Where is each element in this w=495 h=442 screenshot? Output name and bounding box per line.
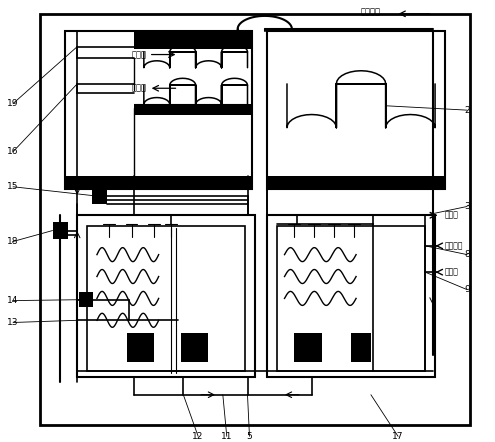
Text: 冷水出: 冷水出 <box>445 211 459 220</box>
Bar <box>52 222 68 239</box>
Bar <box>267 215 435 377</box>
Text: 13: 13 <box>7 318 19 327</box>
Text: 冷却水进: 冷却水进 <box>445 241 463 250</box>
Text: 17: 17 <box>393 432 404 441</box>
Text: 冷却水出: 冷却水出 <box>361 7 381 16</box>
Text: 15: 15 <box>7 182 19 191</box>
Text: 冷水进: 冷水进 <box>445 268 459 277</box>
Text: 16: 16 <box>7 147 19 156</box>
Bar <box>277 226 425 371</box>
Text: 9: 9 <box>464 285 470 294</box>
Text: 热水出: 热水出 <box>131 84 147 93</box>
Bar <box>134 103 252 114</box>
Text: 热水进: 热水进 <box>131 50 147 59</box>
Text: 11: 11 <box>221 432 233 441</box>
Bar <box>351 333 371 362</box>
Bar <box>92 187 107 204</box>
Bar <box>40 14 470 425</box>
Text: 18: 18 <box>7 237 19 246</box>
Bar <box>127 333 154 362</box>
Bar <box>295 333 322 362</box>
Bar <box>65 176 252 189</box>
Text: 2: 2 <box>464 106 470 114</box>
Bar <box>77 215 255 377</box>
Text: 14: 14 <box>7 296 19 305</box>
Bar <box>181 333 208 362</box>
Bar <box>79 292 94 307</box>
Bar <box>267 31 445 189</box>
Text: 3: 3 <box>464 202 470 211</box>
Bar <box>65 31 252 189</box>
Text: 12: 12 <box>193 432 204 441</box>
Text: 5: 5 <box>247 432 252 441</box>
Bar <box>87 226 245 371</box>
Text: 8: 8 <box>464 250 470 259</box>
Bar <box>134 31 252 49</box>
Bar <box>267 176 445 189</box>
Text: 19: 19 <box>7 99 19 108</box>
